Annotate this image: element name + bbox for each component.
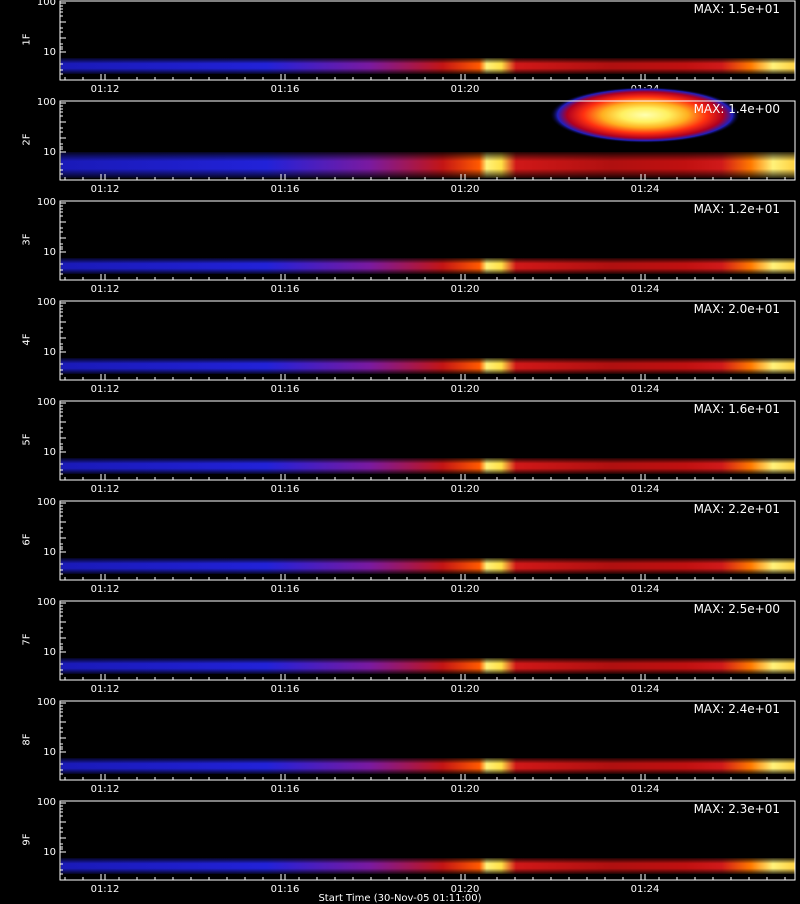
x-tick-label: 01:20 [450, 884, 480, 895]
max-value-label: MAX: 1.6e+01 [693, 402, 780, 416]
spectrogram-panel: 6F 100 10 01:12 01:16 01:20 01:24 MAX: 2.2e+01 [0, 497, 800, 600]
y-tick-label: 10 [43, 247, 56, 258]
x-tick-label: 01:16 [270, 584, 300, 595]
x-tick-label: 01:24 [630, 484, 660, 495]
x-tick-label: 01:12 [90, 284, 120, 295]
plot-frame [59, 400, 796, 481]
spectrogram-plot [59, 300, 796, 381]
y-tick-label: 10 [43, 347, 56, 358]
x-tick-label: 01:20 [450, 584, 480, 595]
y-tick-label: 100 [36, 0, 56, 8]
max-value-label: MAX: 1.4e+00 [693, 102, 780, 116]
y-tick-label: 10 [43, 747, 56, 758]
x-tick-label: 01:20 [450, 284, 480, 295]
x-tick-label: 01:16 [270, 884, 300, 895]
x-tick-label: 01:20 [450, 784, 480, 795]
x-tick-label: 01:12 [90, 84, 120, 95]
y-tick-label: 10 [43, 447, 56, 458]
y-tick-label: 100 [36, 97, 56, 108]
spectrogram-panel: 7F 100 10 01:12 01:16 01:20 01:24 MAX: 2.5e+00 [0, 597, 800, 700]
spectrogram-panel: 2F 100 10 01:12 01:16 01:20 01:24 MAX: 1.4e+00 [0, 87, 800, 200]
plot-frame [59, 600, 796, 681]
spectrogram-plot [59, 600, 796, 681]
plot-frame [59, 300, 796, 381]
y-tick-label: 10 [43, 647, 56, 658]
plot-frame [59, 500, 796, 581]
x-tick-label: 01:24 [630, 184, 660, 195]
y-tick-label: 100 [36, 597, 56, 608]
spectrogram-plot [59, 400, 796, 481]
spectrogram-plot [59, 800, 796, 881]
x-tick-label: 01:24 [630, 784, 660, 795]
max-value-label: MAX: 1.2e+01 [693, 202, 780, 216]
plot-frame [59, 700, 796, 781]
y-tick-label: 100 [36, 497, 56, 508]
x-tick-label: 01:24 [630, 284, 660, 295]
x-tick-label: 01:20 [450, 384, 480, 395]
x-tick-label: 01:24 [630, 584, 660, 595]
spectrogram-panel: 8F 100 10 01:12 01:16 01:20 01:24 MAX: 2.4e+01 [0, 697, 800, 800]
x-tick-label: 01:16 [270, 184, 300, 195]
spectrogram-plot [59, 0, 796, 81]
x-tick-label: 01:12 [90, 184, 120, 195]
x-tick-label: 01:12 [90, 584, 120, 595]
y-tick-label: 10 [43, 847, 56, 858]
x-tick-label: 01:12 [90, 384, 120, 395]
x-tick-label: 01:20 [450, 684, 480, 695]
spectrogram-panel: 9F 100 10 01:12 01:16 01:20 01:24 MAX: 2.3e+01 [0, 797, 800, 900]
max-value-label: MAX: 1.5e+01 [693, 2, 780, 16]
x-tick-label: 01:16 [270, 284, 300, 295]
y-tick-label: 100 [36, 397, 56, 408]
y-tick-label: 10 [43, 47, 56, 58]
x-tick-label: 01:16 [270, 684, 300, 695]
x-tick-label: 01:20 [450, 84, 480, 95]
x-tick-label: 01:12 [90, 784, 120, 795]
plot-frame [59, 0, 796, 81]
x-tick-label: 01:16 [270, 84, 300, 95]
x-tick-label: 01:24 [630, 884, 660, 895]
plot-frame [59, 800, 796, 881]
max-value-label: MAX: 2.2e+01 [693, 502, 780, 516]
y-tick-label: 100 [36, 797, 56, 808]
spectrogram-panel: 4F 100 10 01:12 01:16 01:20 01:24 MAX: 2.0e+01 [0, 297, 800, 400]
y-tick-label: 100 [36, 197, 56, 208]
spectrogram-panel: 5F 100 10 01:12 01:16 01:20 01:24 MAX: 1.6e+01 [0, 397, 800, 500]
max-value-label: MAX: 2.0e+01 [693, 302, 780, 316]
x-tick-label: 01:16 [270, 384, 300, 395]
x-tick-label: 01:12 [90, 684, 120, 695]
plot-frame [59, 100, 796, 181]
spectrogram-panel: 3F 100 10 01:12 01:16 01:20 01:24 MAX: 1.2e+01 [0, 197, 800, 300]
x-tick-label: 01:20 [450, 184, 480, 195]
max-value-label: MAX: 2.4e+01 [693, 702, 780, 716]
spectrogram-plot [59, 500, 796, 581]
x-tick-label: 01:20 [450, 484, 480, 495]
x-tick-label: 01:24 [630, 684, 660, 695]
x-tick-label: 01:16 [270, 784, 300, 795]
y-tick-label: 100 [36, 697, 56, 708]
x-tick-label: 01:12 [90, 484, 120, 495]
x-tick-label: 01:12 [90, 884, 120, 895]
spectrogram-plot [59, 200, 796, 281]
y-tick-label: 100 [36, 297, 56, 308]
spectrogram-plot [59, 87, 796, 181]
y-tick-label: 10 [43, 147, 56, 158]
x-tick-label: 01:16 [270, 484, 300, 495]
plot-frame [59, 200, 796, 281]
max-value-label: MAX: 2.5e+00 [693, 602, 780, 616]
x-tick-label: 01:24 [630, 384, 660, 395]
max-value-label: MAX: 2.3e+01 [693, 802, 780, 816]
x-axis-title: Start Time (30-Nov-05 01:11:00) [318, 893, 482, 904]
spectrogram-plot [59, 700, 796, 781]
y-tick-label: 10 [43, 547, 56, 558]
